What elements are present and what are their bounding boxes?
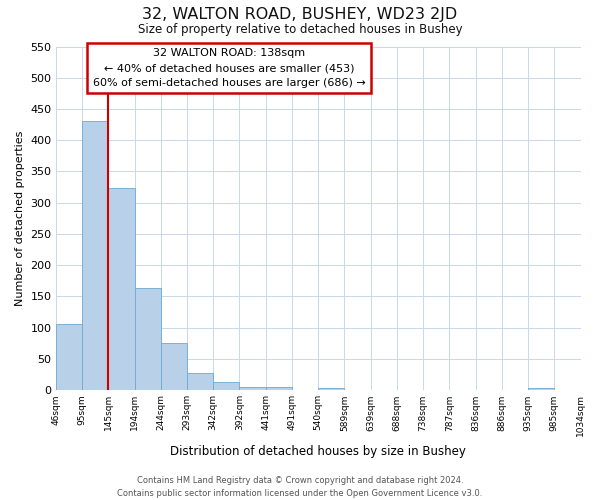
Text: 32 WALTON ROAD: 138sqm
← 40% of detached houses are smaller (453)
60% of semi-de: 32 WALTON ROAD: 138sqm ← 40% of detached…	[92, 48, 365, 88]
Bar	[318, 388, 344, 390]
Bar	[56, 324, 82, 390]
Bar	[134, 288, 161, 390]
Text: 32, WALTON ROAD, BUSHEY, WD23 2JD: 32, WALTON ROAD, BUSHEY, WD23 2JD	[142, 8, 458, 22]
Bar	[161, 343, 187, 390]
Bar	[213, 382, 239, 390]
Bar	[109, 188, 134, 390]
Bar	[266, 387, 292, 390]
Bar	[528, 388, 554, 390]
Text: Size of property relative to detached houses in Bushey: Size of property relative to detached ho…	[137, 22, 463, 36]
Bar	[82, 122, 109, 390]
Bar	[187, 373, 213, 390]
Text: Contains HM Land Registry data © Crown copyright and database right 2024.
Contai: Contains HM Land Registry data © Crown c…	[118, 476, 482, 498]
X-axis label: Distribution of detached houses by size in Bushey: Distribution of detached houses by size …	[170, 444, 466, 458]
Y-axis label: Number of detached properties: Number of detached properties	[15, 130, 25, 306]
Bar	[239, 387, 266, 390]
